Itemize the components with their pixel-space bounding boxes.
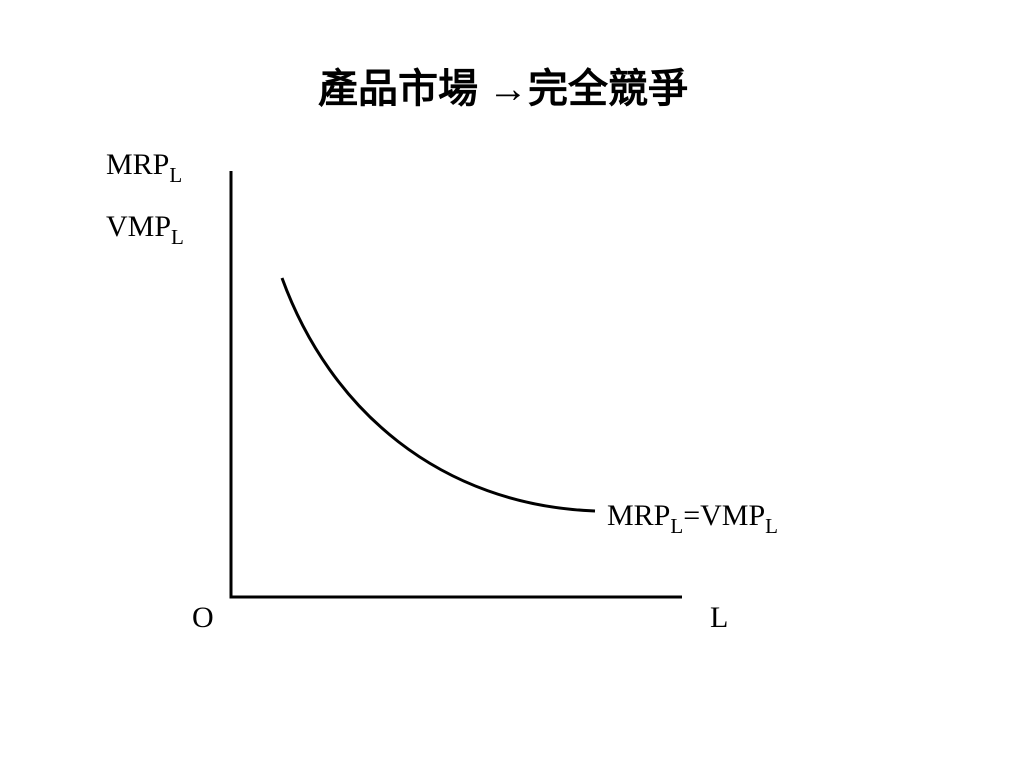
label-subscript: L — [670, 514, 683, 538]
label-part: =VMP — [683, 499, 765, 532]
origin-label: O — [192, 601, 214, 634]
y-axis-label: MRPL — [106, 148, 182, 187]
label-subscript: L — [169, 163, 182, 187]
label-subscript: L — [765, 514, 778, 538]
y-axis-label: VMPL — [106, 210, 184, 249]
title: 產品市場 →完全競爭 — [318, 66, 688, 111]
curve-label: MRPL=VMPL — [607, 499, 778, 538]
x-axis-label: L — [710, 601, 728, 634]
label-subscript: L — [171, 225, 184, 249]
label-main: VMP — [106, 210, 171, 243]
label-main: MRP — [106, 148, 169, 181]
curve — [280, 277, 596, 513]
label-part: MRP — [607, 499, 670, 532]
